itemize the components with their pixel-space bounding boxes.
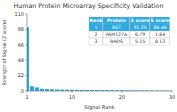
y-label: Strength of Signal (Z score) [2,19,7,85]
table-cell [130,24,150,31]
y-tick [25,29,27,30]
table-cell [130,17,150,24]
x-tick-label: 30 [169,94,175,100]
table: RankProtein Z scoreS score 1 RET 91.25 84.46 2… [89,17,170,45]
table-text: 5.15 [135,39,145,44]
table-cell [150,31,170,38]
table-text: 91.25 [133,25,146,30]
table-text: RHDS [110,39,123,44]
table-text: Z score [131,18,150,23]
table-cell [150,17,170,24]
table-cell [89,24,103,31]
x-tick-label: 1 [25,94,28,100]
title: Human Protein Microarray Specificity Val… [14,2,164,10]
table-cell [103,17,130,24]
y-tick-label: 88 [18,26,24,32]
y-tick-label: 0 [21,88,24,94]
y-tick-label: 44 [18,57,24,63]
x-axis [27,91,172,92]
x-label: Signal Rank [84,104,115,111]
y-tick-label: 66 [18,42,24,48]
table-text: 1 [95,25,98,30]
x-tick-label: 10 [69,94,75,100]
y-tick [25,14,27,15]
table-text: Rank [90,18,104,23]
table-text: S score [151,18,170,23]
table-cell [130,31,150,38]
table-text: 84.46 [153,25,166,30]
y-tick [25,44,27,45]
table-cell [89,31,103,38]
table-cell [103,38,130,45]
table-text: Protein [107,18,126,23]
table-text: RET [112,25,121,30]
table-cell [103,31,130,38]
table-cell [150,38,170,45]
table-text: 2 [95,32,98,37]
table-cell [130,38,150,45]
y-tick [25,60,27,61]
x-tick-label: 20 [119,94,125,100]
bar [30,86,34,91]
bars [27,27,172,91]
table-text: 3 [95,39,98,44]
y-tick-label: 110 [14,11,24,17]
chart: Human Protein Microarray Specificity Val… [0,0,177,112]
table-text: 1.64 [155,32,165,37]
table-text: 0.13 [155,39,165,44]
bar [35,87,39,91]
table-text: 6.79 [135,32,145,37]
y-tick-label: 22 [18,72,24,78]
table-text: FAM127A [106,32,128,37]
y-tick [25,75,27,76]
table-cell [89,17,103,24]
y-axis [27,14,28,91]
bar [40,89,44,91]
table-cell [89,38,103,45]
table-cell [103,24,130,31]
y-tick [25,91,27,92]
table-cell [150,24,170,31]
